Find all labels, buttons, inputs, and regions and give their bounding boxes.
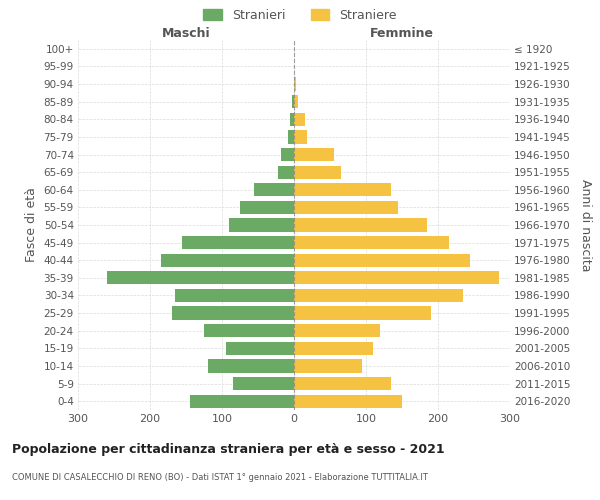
- Bar: [294, 130, 307, 143]
- Bar: [294, 394, 402, 408]
- Bar: [204, 324, 294, 338]
- Bar: [294, 95, 298, 108]
- Bar: [226, 342, 294, 355]
- Bar: [294, 166, 341, 178]
- Bar: [161, 254, 294, 267]
- Bar: [233, 377, 294, 390]
- Bar: [229, 218, 294, 232]
- Bar: [254, 183, 294, 196]
- Bar: [294, 218, 427, 232]
- Bar: [294, 377, 391, 390]
- Bar: [107, 271, 294, 284]
- Bar: [294, 306, 431, 320]
- Bar: [294, 183, 391, 196]
- Bar: [208, 360, 294, 372]
- Bar: [294, 342, 373, 355]
- Bar: [294, 148, 334, 161]
- Text: Maschi: Maschi: [161, 27, 211, 40]
- Y-axis label: Anni di nascita: Anni di nascita: [579, 179, 592, 271]
- Bar: [172, 306, 294, 320]
- Bar: [175, 289, 294, 302]
- Bar: [294, 236, 449, 249]
- Bar: [294, 201, 398, 214]
- Bar: [294, 324, 380, 338]
- Bar: [182, 236, 294, 249]
- Bar: [294, 112, 305, 126]
- Y-axis label: Fasce di età: Fasce di età: [25, 188, 38, 262]
- Bar: [292, 95, 294, 108]
- Bar: [294, 254, 470, 267]
- Text: COMUNE DI CASALECCHIO DI RENO (BO) - Dati ISTAT 1° gennaio 2021 - Elaborazione T: COMUNE DI CASALECCHIO DI RENO (BO) - Dat…: [12, 472, 428, 482]
- Bar: [294, 271, 499, 284]
- Bar: [288, 130, 294, 143]
- Bar: [294, 289, 463, 302]
- Bar: [278, 166, 294, 178]
- Bar: [294, 360, 362, 372]
- Legend: Stranieri, Straniere: Stranieri, Straniere: [203, 8, 397, 22]
- Bar: [240, 201, 294, 214]
- Text: Femmine: Femmine: [370, 27, 434, 40]
- Text: Popolazione per cittadinanza straniera per età e sesso - 2021: Popolazione per cittadinanza straniera p…: [12, 442, 445, 456]
- Bar: [190, 394, 294, 408]
- Bar: [290, 112, 294, 126]
- Bar: [281, 148, 294, 161]
- Bar: [294, 78, 296, 90]
